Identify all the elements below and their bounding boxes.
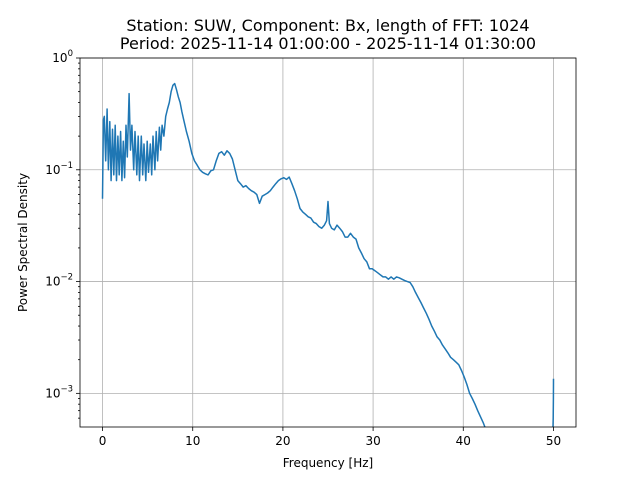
chart-title-line-2: Period: 2025-11-14 01:00:00 - 2025-11-14… <box>120 34 536 53</box>
x-tick-label: 50 <box>546 434 561 448</box>
y-tick-label: 10−1 <box>45 161 73 177</box>
x-tick-label: 10 <box>185 434 200 448</box>
psd-line-0 <box>101 82 486 427</box>
x-tick-label: 0 <box>99 434 107 448</box>
y-tick-label: 10−3 <box>45 384 73 400</box>
x-tick-label: 20 <box>275 434 290 448</box>
plot-frame <box>79 57 577 428</box>
psd-line-1 <box>552 378 555 427</box>
y-tick-label: 100 <box>52 49 73 65</box>
chart-title-line-1: Station: SUW, Component: Bx, length of F… <box>126 16 529 35</box>
x-tick-label: 40 <box>456 434 471 448</box>
x-axis-label: Frequency [Hz] <box>283 456 374 470</box>
psd-lines <box>101 82 555 427</box>
y-axis-label: Power Spectral Density <box>16 173 30 312</box>
ticks: 0 10 20 30 40 50 10−3 10−2 10−1 100 <box>45 49 561 448</box>
y-tick-label: 10−2 <box>45 273 73 289</box>
x-tick-label: 30 <box>365 434 380 448</box>
